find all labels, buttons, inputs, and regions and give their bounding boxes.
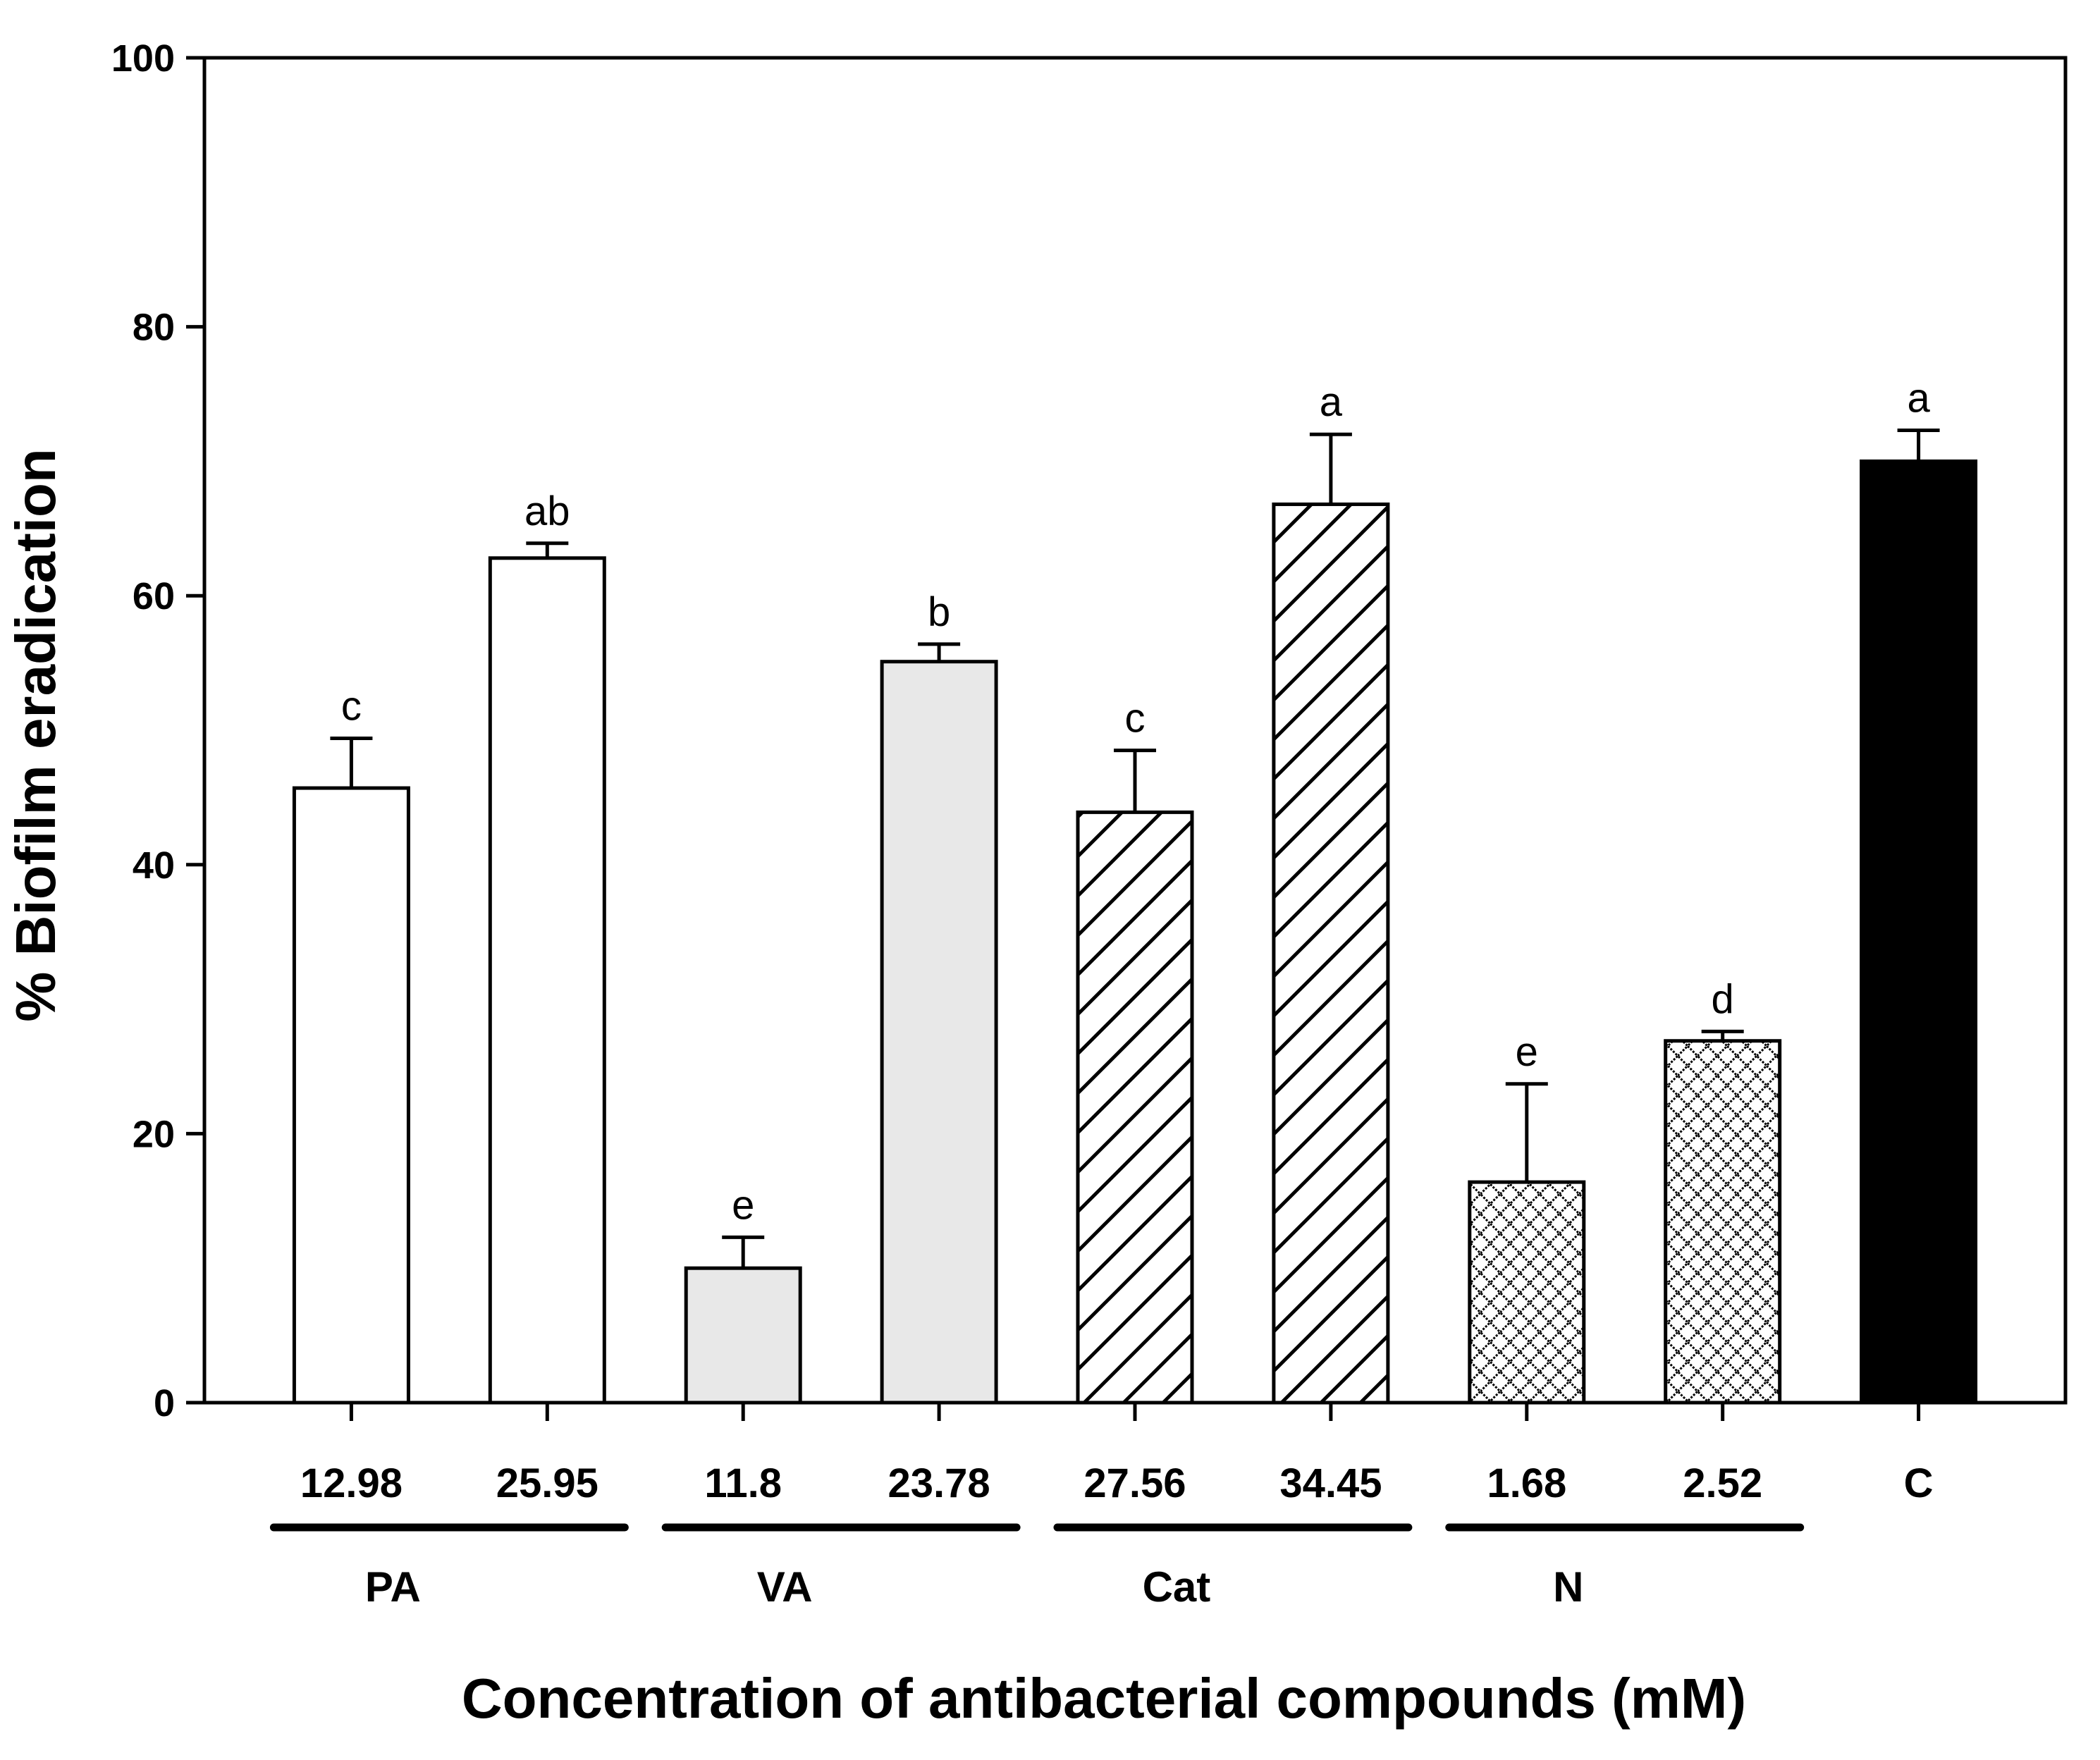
- significance-label: a: [1907, 376, 1930, 421]
- bar: [488, 556, 606, 1405]
- bar: [880, 660, 998, 1405]
- group-label: N: [1553, 1563, 1583, 1611]
- y-tick-label: 20: [133, 1113, 175, 1155]
- y-tick-label: 0: [154, 1382, 175, 1424]
- x-tick-label: 11.8: [704, 1460, 782, 1506]
- x-tick-label: 12.98: [300, 1460, 403, 1506]
- bar: [684, 1266, 802, 1405]
- bar: [1272, 502, 1390, 1405]
- significance-label: e: [1516, 1029, 1538, 1075]
- significance-label: b: [928, 589, 950, 635]
- bar: [1468, 1180, 1586, 1405]
- significance-label: d: [1712, 976, 1734, 1022]
- bar: [1860, 459, 1978, 1405]
- significance-label: c: [1125, 696, 1146, 741]
- x-tick-label: 27.56: [1083, 1460, 1186, 1506]
- y-tick-label: 40: [133, 844, 175, 887]
- x-tick-label: 34.45: [1279, 1460, 1382, 1506]
- significance-label: e: [732, 1182, 754, 1228]
- y-tick-label: 60: [133, 575, 175, 617]
- bar: [292, 786, 410, 1405]
- x-axis-title: Concentration of antibacterial compounds…: [462, 1667, 1746, 1730]
- x-tick-label: C: [1904, 1460, 1934, 1506]
- significance-label: ab: [524, 488, 570, 534]
- y-axis-title: % Biofilm eradication: [4, 448, 67, 1021]
- y-tick-label: 100: [111, 37, 175, 80]
- group-label: PA: [365, 1563, 421, 1611]
- x-tick-label: 2.52: [1683, 1460, 1762, 1506]
- significance-label: a: [1320, 379, 1343, 425]
- y-tick-label: 80: [133, 307, 175, 349]
- x-tick-label: 1.68: [1487, 1460, 1566, 1506]
- group-label: Cat: [1143, 1563, 1211, 1611]
- bar: [1664, 1039, 1782, 1405]
- significance-label: c: [341, 683, 362, 729]
- bar: [1076, 810, 1194, 1405]
- x-tick-label: 23.78: [888, 1460, 990, 1506]
- x-tick-label: 25.95: [496, 1460, 598, 1506]
- group-label: VA: [757, 1563, 813, 1611]
